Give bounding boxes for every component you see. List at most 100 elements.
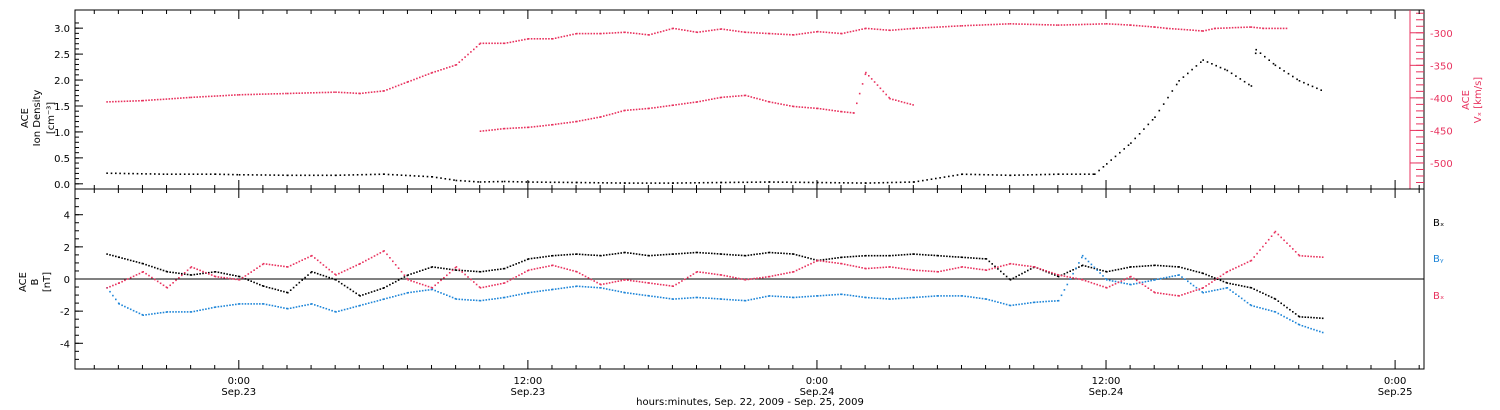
by-point: [1027, 302, 1029, 304]
bx-point: [822, 258, 825, 261]
vx-point: [126, 100, 129, 102]
bz-point: [274, 264, 277, 267]
by-point: [936, 295, 938, 297]
x-tick-date-label: Sep.24: [1089, 387, 1124, 398]
density-point: [825, 181, 828, 184]
bx-point: [702, 252, 704, 254]
by-point: [943, 295, 945, 297]
vx-point: [759, 98, 761, 101]
vx-point: [406, 81, 409, 83]
vx-point: [205, 95, 207, 98]
bz-point: [603, 283, 605, 285]
bx-point: [668, 253, 671, 256]
bx-point: [475, 270, 478, 273]
bx-point: [421, 269, 424, 271]
bz-point: [678, 282, 680, 284]
vx-point: [106, 101, 108, 103]
by-point: [885, 298, 887, 300]
density-point: [264, 174, 267, 176]
vx-point: [813, 31, 815, 33]
bz-point: [879, 266, 882, 269]
vx-point: [279, 92, 281, 95]
vx-point: [315, 91, 318, 94]
by-point: [1000, 302, 1002, 304]
bx-point: [310, 271, 312, 274]
vx-point: [446, 67, 448, 69]
by-point: [1051, 300, 1053, 302]
bx-point: [1238, 284, 1240, 287]
bx-point: [1056, 275, 1059, 277]
bz-point: [1265, 242, 1267, 244]
bx-point: [841, 256, 843, 259]
by-point: [1289, 318, 1291, 321]
vx-point: [705, 99, 707, 102]
bx-point: [1211, 276, 1213, 278]
vx-point: [479, 42, 482, 45]
vx-point: [304, 92, 306, 94]
vx-point: [333, 91, 335, 93]
bx-point: [608, 253, 611, 256]
by-point: [1057, 299, 1060, 302]
bx-point: [795, 254, 798, 256]
vx-point: [1009, 23, 1012, 25]
by-point: [362, 303, 364, 306]
by-point: [314, 304, 316, 306]
bx-point: [1292, 311, 1294, 313]
by-point: [338, 310, 340, 312]
vx-point: [362, 92, 364, 94]
density-point: [473, 180, 475, 183]
by-point: [331, 309, 333, 312]
bx-point: [1078, 266, 1080, 268]
density-point: [943, 176, 946, 178]
bx-point: [759, 253, 761, 255]
vx-point: [407, 80, 409, 83]
bx-point: [927, 254, 930, 256]
bx-point: [1157, 264, 1159, 267]
by-point: [900, 297, 903, 300]
vx-point: [509, 127, 512, 130]
bz-point: [804, 265, 806, 268]
vx-point: [641, 33, 644, 35]
by-point: [205, 308, 207, 310]
vx-point: [120, 100, 123, 103]
bx-point: [524, 259, 526, 262]
by-point: [1267, 309, 1270, 311]
vx-point: [599, 116, 601, 118]
by-point: [316, 305, 319, 307]
density-point: [396, 174, 398, 176]
vx-point: [373, 91, 376, 93]
vx-point: [888, 96, 890, 99]
vx-point: [672, 27, 674, 30]
bx-point: [1294, 313, 1297, 315]
by-point: [590, 286, 593, 288]
bz-point: [1138, 281, 1141, 284]
bx-point: [611, 253, 614, 255]
bx-point: [635, 253, 638, 255]
vx-point: [1053, 24, 1055, 26]
bx-point: [156, 267, 159, 270]
vx-point: [112, 100, 114, 103]
density-point: [1239, 78, 1242, 80]
vx-point: [603, 32, 605, 35]
bz-point: [467, 276, 469, 278]
bz-point: [286, 266, 288, 268]
by-point: [882, 297, 885, 300]
by-point: [165, 311, 168, 313]
bx-point: [1201, 272, 1203, 274]
bz-point: [400, 270, 403, 273]
bz-point: [394, 264, 397, 266]
vx-point: [723, 28, 726, 31]
by-point: [813, 295, 815, 297]
by-point: [478, 299, 481, 302]
vx-point: [825, 108, 828, 111]
bx-point: [268, 287, 271, 289]
vx-point: [370, 91, 373, 93]
by-point: [542, 289, 544, 292]
bz-point: [301, 259, 303, 261]
by-point: [630, 292, 632, 295]
vx-point: [324, 91, 327, 94]
vx-point: [916, 27, 918, 29]
vx-point: [641, 108, 644, 110]
vx-point: [841, 110, 843, 113]
vx-point: [1029, 23, 1032, 26]
